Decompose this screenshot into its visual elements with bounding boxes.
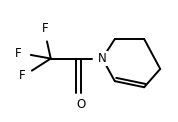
Text: O: O — [76, 98, 86, 111]
Text: F: F — [42, 22, 49, 35]
Text: F: F — [19, 69, 25, 82]
Text: N: N — [98, 52, 107, 65]
Text: F: F — [15, 47, 22, 60]
